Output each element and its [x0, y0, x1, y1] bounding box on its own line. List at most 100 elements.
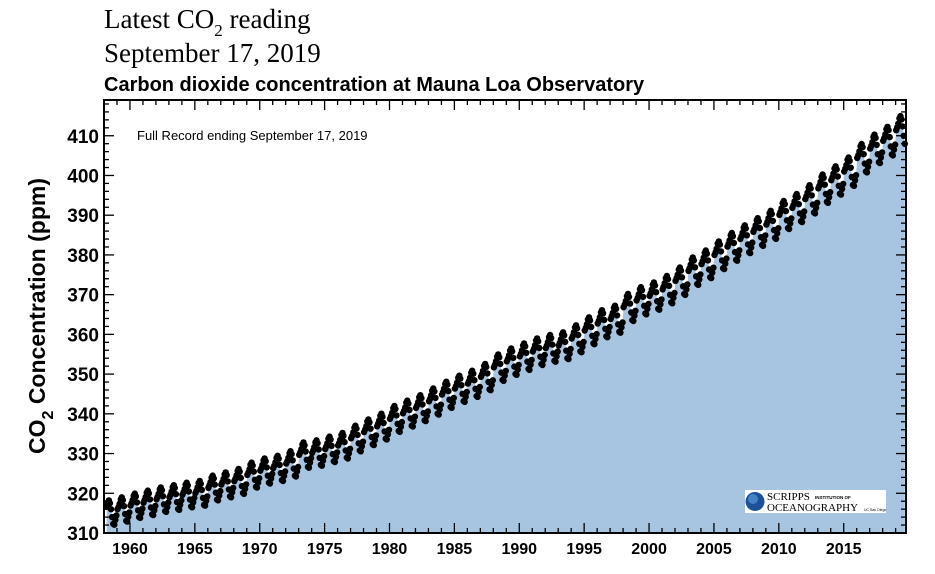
- data-point: [146, 496, 154, 503]
- x-tick-label: 1970: [242, 541, 278, 558]
- data-point: [837, 191, 845, 198]
- data-point: [359, 438, 367, 445]
- data-point: [683, 286, 690, 293]
- data-point: [211, 481, 218, 488]
- data-point: [851, 177, 859, 184]
- data-point: [561, 332, 568, 339]
- data-point: [185, 488, 193, 495]
- data-point: [383, 436, 390, 443]
- data-point: [840, 180, 847, 188]
- data-point: [834, 173, 841, 180]
- data-point: [565, 355, 572, 363]
- data-point: [552, 358, 559, 365]
- data-point: [445, 387, 452, 395]
- data-point: [721, 265, 728, 273]
- data-point: [357, 448, 364, 455]
- data-point: [191, 494, 198, 502]
- data-point: [437, 401, 445, 408]
- y-tick-label: 310: [67, 524, 99, 545]
- data-point: [808, 192, 815, 199]
- data-point: [489, 377, 496, 384]
- data-point: [171, 484, 178, 492]
- data-point: [599, 310, 607, 317]
- data-point: [419, 401, 426, 408]
- data-point: [695, 281, 702, 289]
- data-point: [462, 393, 469, 400]
- data-point: [573, 325, 581, 332]
- data-point: [886, 133, 893, 141]
- y-tick-label: 370: [67, 286, 99, 307]
- data-point: [418, 395, 425, 402]
- data-point: [850, 182, 858, 190]
- data-point: [450, 394, 457, 402]
- heading-subscript: 2: [214, 21, 223, 40]
- data-point: [398, 418, 406, 426]
- data-point: [341, 438, 348, 446]
- data-point: [798, 218, 806, 226]
- data-point: [865, 158, 873, 165]
- data-point: [331, 458, 339, 466]
- data-point: [496, 354, 503, 361]
- y-tick-label: 340: [67, 405, 99, 426]
- data-point: [132, 493, 140, 500]
- data-point: [119, 496, 127, 504]
- y-tick-label: 320: [67, 484, 99, 505]
- data-point: [366, 419, 373, 426]
- data-point: [471, 377, 478, 384]
- data-point: [743, 232, 751, 239]
- data-point: [230, 484, 237, 492]
- data-point: [353, 425, 360, 432]
- data-point: [876, 159, 884, 167]
- data-point: [639, 293, 647, 301]
- data-point: [632, 307, 639, 314]
- data-point: [735, 252, 742, 259]
- data-point: [458, 382, 465, 389]
- data-point: [526, 366, 533, 374]
- y-axis-label: CO2 Concentration (ppm): [24, 178, 57, 454]
- data-point: [811, 210, 819, 217]
- data-point: [188, 504, 196, 511]
- data-point: [782, 207, 790, 215]
- data-point: [522, 343, 529, 350]
- data-point: [696, 276, 703, 283]
- data-point: [372, 432, 380, 439]
- data-point: [263, 464, 270, 471]
- data-point: [785, 225, 793, 233]
- data-point: [305, 464, 313, 471]
- heading-text: reading: [222, 4, 311, 34]
- data-point: [422, 417, 429, 425]
- data-point: [318, 462, 326, 469]
- data-point: [502, 367, 509, 375]
- data-point: [800, 213, 807, 220]
- data-point: [461, 398, 468, 406]
- x-tick-label: 1975: [307, 541, 343, 558]
- data-point: [769, 217, 777, 225]
- latest-reading-date: September 17, 2019: [104, 38, 321, 68]
- data-point: [677, 267, 685, 274]
- data-point: [275, 455, 282, 462]
- data-point: [289, 457, 296, 464]
- data-point: [762, 232, 769, 239]
- data-point: [227, 494, 235, 501]
- data-point: [708, 274, 715, 282]
- data-point: [385, 426, 393, 433]
- data-point: [704, 257, 712, 264]
- data-point: [540, 356, 547, 363]
- x-tick-label: 2010: [761, 541, 797, 558]
- data-point: [484, 370, 491, 377]
- data-point: [899, 123, 906, 130]
- data-point: [497, 360, 504, 368]
- data-point: [126, 509, 133, 516]
- data-point: [864, 163, 872, 170]
- data-point: [729, 233, 737, 240]
- data-point: [444, 381, 451, 388]
- data-point: [592, 335, 599, 343]
- data-point: [120, 502, 128, 510]
- data-point: [266, 480, 274, 487]
- data-point: [307, 454, 315, 462]
- data-point: [872, 134, 879, 142]
- chart-title: Carbon dioxide concentration at Mauna Lo…: [104, 74, 645, 96]
- data-point: [638, 287, 646, 294]
- data-point: [396, 428, 403, 436]
